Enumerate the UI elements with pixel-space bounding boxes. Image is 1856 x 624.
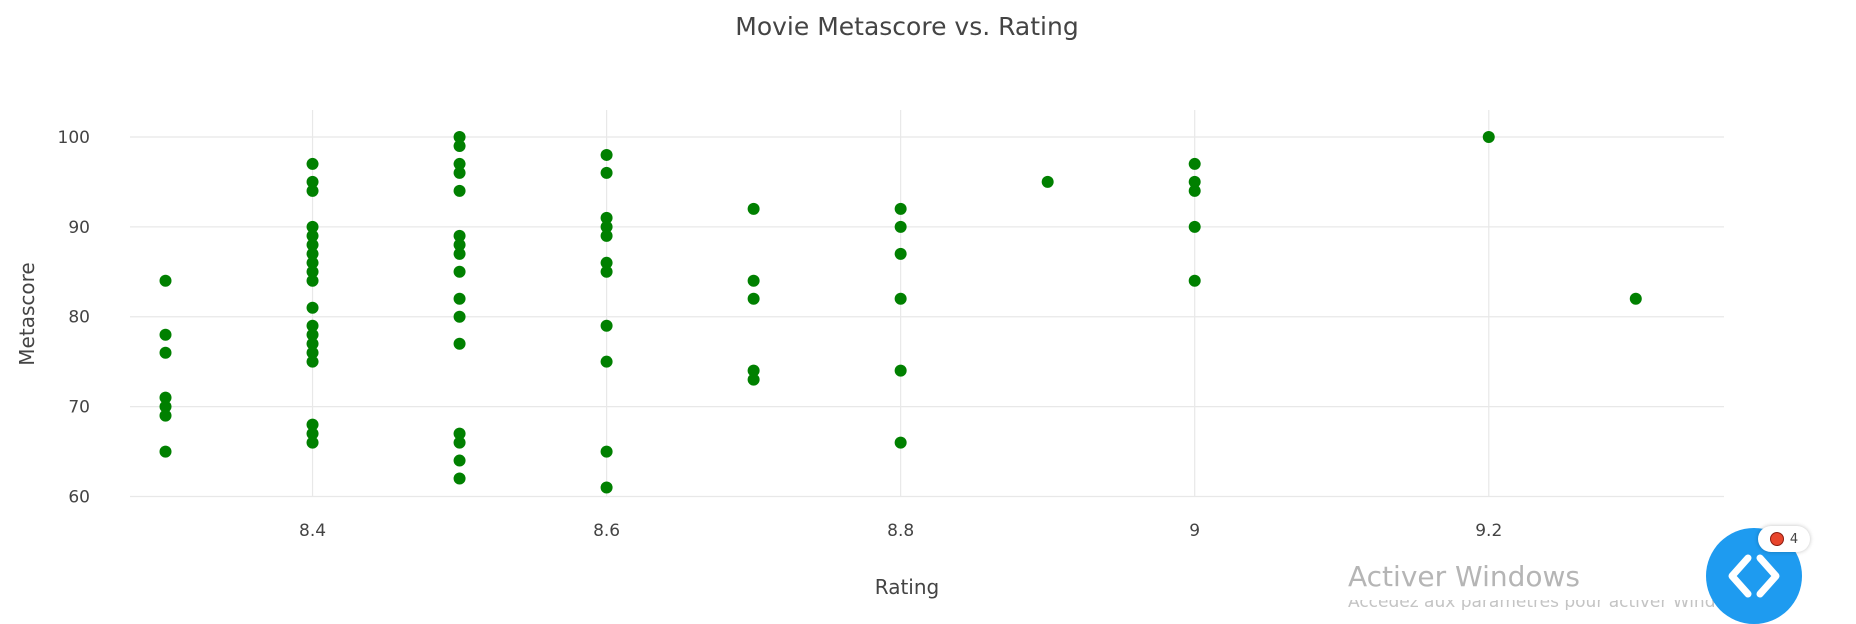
scatter-point[interactable] xyxy=(306,328,319,341)
scatter-point[interactable] xyxy=(453,265,466,278)
x-tick-label: 9 xyxy=(1189,521,1200,541)
scatter-point[interactable] xyxy=(159,409,172,422)
scatter-point[interactable] xyxy=(894,364,907,377)
scatter-point[interactable] xyxy=(306,427,319,440)
scatter-point[interactable] xyxy=(453,247,466,260)
scatter-point[interactable] xyxy=(453,139,466,152)
scatter-point[interactable] xyxy=(1188,157,1201,170)
scatter-point[interactable] xyxy=(453,436,466,449)
scatter-point[interactable] xyxy=(1188,184,1201,197)
scatter-point[interactable] xyxy=(306,229,319,242)
scatter-point[interactable] xyxy=(600,148,613,161)
x-axis-title: Rating xyxy=(875,575,939,599)
y-tick-label: 60 xyxy=(68,488,90,508)
code-brackets-icon xyxy=(1728,554,1780,598)
scatter-point[interactable] xyxy=(306,265,319,278)
scatter-point[interactable] xyxy=(306,301,319,314)
scatter-point[interactable] xyxy=(306,337,319,350)
scatter-point[interactable] xyxy=(306,175,319,188)
scatter-point[interactable] xyxy=(747,373,760,386)
scatter-point[interactable] xyxy=(453,454,466,467)
y-tick-label: 80 xyxy=(68,308,90,328)
scatter-point[interactable] xyxy=(894,436,907,449)
scatter-point[interactable] xyxy=(747,292,760,305)
scatter-point[interactable] xyxy=(159,400,172,413)
scatter-point[interactable] xyxy=(894,220,907,233)
scatter-point[interactable] xyxy=(453,238,466,251)
record-dot-icon xyxy=(1769,532,1784,546)
notification-count: 4 xyxy=(1789,531,1799,547)
scatter-point[interactable] xyxy=(600,256,613,269)
scatter-point[interactable] xyxy=(159,445,172,458)
y-axis-title: Metascore xyxy=(15,262,39,365)
scatter-point[interactable] xyxy=(600,445,613,458)
scatter-point[interactable] xyxy=(453,157,466,170)
scatter-point[interactable] xyxy=(894,202,907,215)
scatter-point[interactable] xyxy=(600,211,613,224)
windows-activation-subtext-label: Accédez aux paramètres pour activer Wind… xyxy=(1348,600,1755,610)
scatter-point[interactable] xyxy=(747,202,760,215)
scatter-point[interactable] xyxy=(453,184,466,197)
scatter-point[interactable] xyxy=(1629,292,1642,305)
x-tick-label: 8.8 xyxy=(887,521,914,541)
scatter-point[interactable] xyxy=(306,436,319,449)
scatter-point[interactable] xyxy=(453,292,466,305)
scatter-point[interactable] xyxy=(1188,220,1201,233)
scatter-point[interactable] xyxy=(306,220,319,233)
scatter-point[interactable] xyxy=(453,337,466,350)
data-points xyxy=(159,130,1642,494)
scatter-point[interactable] xyxy=(453,472,466,485)
scatter-point[interactable] xyxy=(306,346,319,359)
scatter-point[interactable] xyxy=(306,247,319,260)
scatter-point[interactable] xyxy=(747,274,760,287)
scatter-point[interactable] xyxy=(306,256,319,269)
scatter-point[interactable] xyxy=(453,229,466,242)
scatter-point[interactable] xyxy=(600,355,613,368)
scatter-point[interactable] xyxy=(1188,274,1201,287)
scatter-point[interactable] xyxy=(159,391,172,404)
tick-labels: 60 70 80 90 100 8.4 8.6 8.8 9 9.2 xyxy=(58,128,1503,541)
scatter-point[interactable] xyxy=(306,238,319,251)
scatter-point[interactable] xyxy=(1188,175,1201,188)
scatter-point[interactable] xyxy=(306,157,319,170)
scatter-point[interactable] xyxy=(600,319,613,332)
scatter-point[interactable] xyxy=(600,166,613,179)
scatter-point[interactable] xyxy=(453,166,466,179)
gridlines xyxy=(130,110,1724,498)
scatter-point[interactable] xyxy=(306,418,319,431)
scatter-point[interactable] xyxy=(600,220,613,233)
windows-activation-watermark: Activer Windows xyxy=(1348,560,1581,593)
scatter-point[interactable] xyxy=(306,184,319,197)
scatter-chart: 60 70 80 90 100 8.4 8.6 8.8 9 9.2 Movie Metascore… xyxy=(15,12,1724,599)
scatter-point[interactable] xyxy=(600,265,613,278)
scatter-point[interactable] xyxy=(306,274,319,287)
chart-title: Movie Metascore vs. Rating xyxy=(735,12,1078,41)
notification-badge[interactable]: 4 xyxy=(1758,526,1810,552)
scatter-point[interactable] xyxy=(453,310,466,323)
scatter-point[interactable] xyxy=(747,364,760,377)
scatter-point[interactable] xyxy=(159,346,172,359)
scatter-point[interactable] xyxy=(1041,175,1054,188)
scatter-point[interactable] xyxy=(159,274,172,287)
scatter-point[interactable] xyxy=(453,130,466,143)
y-tick-label: 100 xyxy=(58,128,90,148)
scatter-point[interactable] xyxy=(600,229,613,242)
y-tick-label: 90 xyxy=(68,218,90,238)
scatter-point[interactable] xyxy=(159,328,172,341)
scatter-point[interactable] xyxy=(306,319,319,332)
scatter-point[interactable] xyxy=(1482,130,1495,143)
scatter-point[interactable] xyxy=(306,355,319,368)
scatter-point[interactable] xyxy=(600,481,613,494)
y-tick-label: 70 xyxy=(68,398,90,418)
scatter-point[interactable] xyxy=(894,247,907,260)
x-tick-label: 8.4 xyxy=(299,521,326,541)
windows-activation-subtext: Accédez aux paramètres pour activer Wind… xyxy=(1348,600,1768,610)
x-tick-label: 9.2 xyxy=(1475,521,1502,541)
scatter-point[interactable] xyxy=(894,292,907,305)
scatter-point[interactable] xyxy=(453,427,466,440)
x-tick-label: 8.6 xyxy=(593,521,620,541)
